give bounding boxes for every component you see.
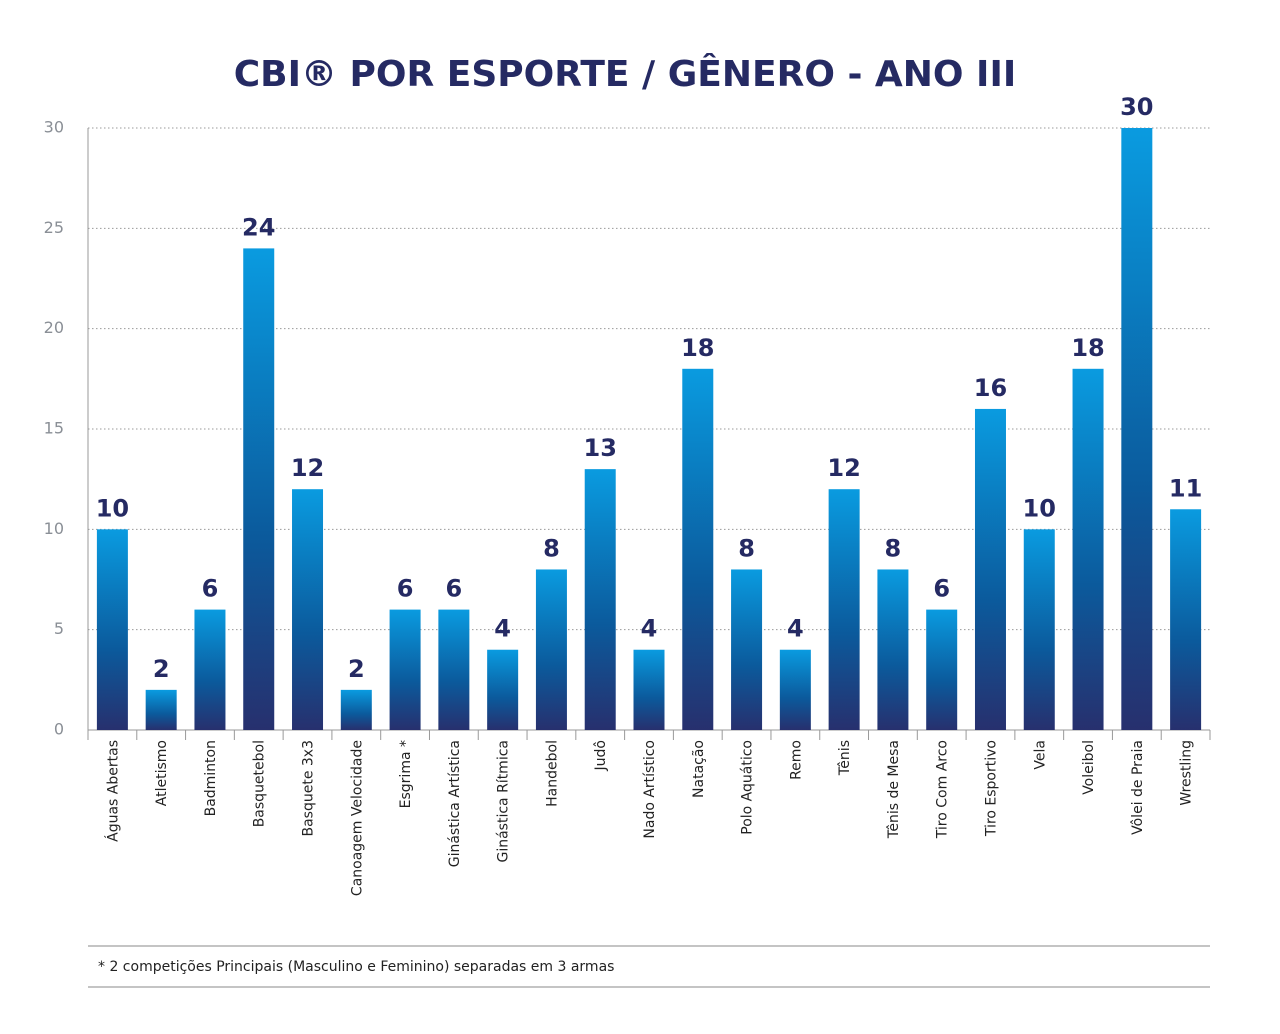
bar	[1170, 509, 1202, 730]
value-label: 13	[584, 434, 617, 462]
x-tick-label: Esgrima *	[398, 740, 414, 808]
bar	[1121, 128, 1153, 730]
x-tick-label: Judô	[593, 740, 609, 771]
value-label: 4	[787, 615, 804, 643]
x-tick-label: Handebol	[544, 740, 560, 807]
bar	[828, 489, 860, 730]
y-tick-label: 5	[54, 619, 64, 638]
value-label: 8	[738, 534, 755, 562]
x-tick-label: Nado Artístico	[642, 740, 658, 839]
value-label: 18	[681, 334, 714, 362]
value-label: 8	[885, 534, 902, 562]
bar	[633, 649, 665, 730]
x-tick-label: Tiro Esportivo	[983, 740, 999, 837]
y-tick-label: 30	[44, 118, 64, 137]
value-label: 6	[202, 575, 219, 603]
bar	[731, 569, 763, 730]
x-tick-label: Polo Aquático	[740, 740, 756, 835]
y-tick-label: 0	[54, 720, 64, 739]
x-tick-label: Atletismo	[154, 740, 170, 806]
bar	[438, 609, 470, 730]
bar	[1023, 529, 1055, 730]
value-label: 24	[242, 213, 275, 241]
x-tick-label: Badminton	[203, 740, 219, 816]
value-label: 16	[974, 374, 1007, 402]
value-label: 4	[641, 615, 658, 643]
value-label: 2	[153, 655, 170, 683]
value-label: 6	[397, 575, 414, 603]
x-tick-label: Águas Abertas	[104, 740, 121, 842]
bar	[535, 569, 567, 730]
bar	[779, 649, 811, 730]
value-label: 18	[1071, 334, 1104, 362]
x-tick-label: Tênis de Mesa	[886, 740, 902, 839]
bar	[584, 469, 616, 730]
value-label: 10	[1023, 494, 1056, 522]
value-label: 4	[494, 615, 511, 643]
x-tick-label: Basquetebol	[252, 740, 268, 827]
value-label: 6	[933, 575, 950, 603]
bar	[389, 609, 421, 730]
x-tick-label: Ginástica Rítmica	[496, 740, 512, 863]
x-tick-label: Vôlei de Praia	[1130, 740, 1146, 835]
bar	[243, 248, 275, 730]
value-label: 10	[96, 494, 129, 522]
x-tick-label: Ginástica Artística	[447, 740, 463, 867]
x-tick-label: Remo	[788, 740, 804, 780]
bar	[340, 689, 372, 730]
bar	[292, 489, 324, 730]
y-tick-label: 15	[44, 419, 64, 438]
value-label: 30	[1120, 93, 1153, 121]
bar	[145, 689, 177, 730]
value-label: 8	[543, 534, 560, 562]
value-label: 6	[446, 575, 463, 603]
y-tick-label: 10	[44, 519, 64, 538]
bar	[96, 529, 128, 730]
bar	[974, 408, 1006, 730]
value-label: 12	[827, 454, 860, 482]
x-tick-label: Basquete 3x3	[301, 740, 317, 837]
footnote: * 2 competições Principais (Masculino e …	[98, 959, 614, 975]
bar	[487, 649, 519, 730]
y-tick-label: 20	[44, 318, 64, 337]
x-tick-label: Voleibol	[1081, 740, 1097, 795]
x-tick-label: Wrestling	[1179, 740, 1195, 806]
y-tick-label: 25	[44, 218, 64, 237]
bar	[926, 609, 958, 730]
value-label: 11	[1169, 474, 1202, 502]
bar	[877, 569, 909, 730]
x-tick-label: Vela	[1032, 740, 1048, 770]
bar	[1072, 368, 1104, 730]
x-tick-label: Canoagem Velocidade	[349, 740, 365, 896]
x-tick-label: Tênis	[837, 740, 853, 776]
x-tick-label: Tiro Com Arco	[935, 740, 951, 839]
value-label: 12	[291, 454, 324, 482]
x-tick-label: Natação	[691, 740, 707, 798]
bar	[682, 368, 714, 730]
chart-title: CBI® POR ESPORTE / GÊNERO - ANO III	[234, 53, 1017, 95]
value-label: 2	[348, 655, 365, 683]
bar	[194, 609, 226, 730]
